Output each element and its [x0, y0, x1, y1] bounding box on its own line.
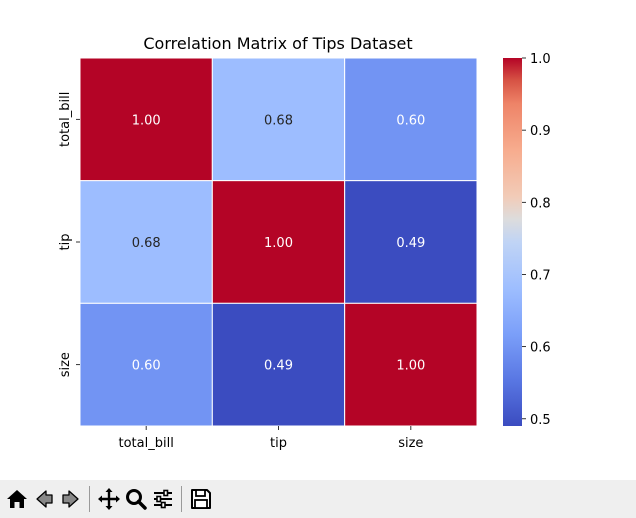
heatmap-cell [211, 302, 346, 427]
x-tick-label: size [398, 436, 423, 451]
cell-value-label: 0.68 [264, 113, 293, 128]
pan-icon [97, 488, 120, 510]
colorbar: 0.5 0.6 0.7 0.8 0.9 1.0 [503, 52, 551, 428]
heatmap-cell [79, 57, 213, 182]
forward-button[interactable] [57, 484, 84, 514]
home-icon [6, 490, 27, 508]
heatmap-cell [344, 180, 478, 304]
cell-value-label: 1.00 [396, 359, 425, 374]
home-button[interactable] [3, 484, 30, 514]
cell-value-label: 0.49 [396, 236, 425, 251]
heatmap-cell [344, 57, 478, 182]
figure-canvas: Correlation Matrix of Tips Dataset 1.00 0… [58, 34, 551, 451]
heatmap-cell [211, 180, 346, 304]
save-button[interactable] [187, 484, 214, 514]
y-tick-label: tip [58, 234, 73, 251]
back-icon [35, 490, 53, 508]
navigation-toolbar [0, 480, 636, 518]
zoom-button[interactable] [122, 484, 149, 514]
colorbar-tick-label: 1.0 [530, 52, 551, 67]
cell-value-label: 1.00 [132, 113, 161, 128]
colorbar-tick-label: 0.7 [530, 268, 551, 283]
cell-value-label: 0.60 [132, 359, 161, 374]
toolbar-separator [89, 486, 90, 512]
heatmap-cell [79, 180, 213, 304]
colorbar-gradient [503, 58, 522, 426]
x-tick-label: tip [270, 436, 287, 451]
pan-button[interactable] [95, 484, 122, 514]
cell-value-label: 1.00 [264, 236, 293, 251]
zoom-icon [125, 489, 147, 510]
save-icon [190, 489, 211, 509]
chart-title: Correlation Matrix of Tips Dataset [143, 34, 412, 53]
colorbar-tick-label: 0.9 [530, 124, 551, 139]
cell-value-label: 0.68 [132, 236, 161, 251]
cell-value-label: 0.49 [264, 359, 293, 374]
cell-value-label: 0.60 [396, 113, 425, 128]
x-axis-ticks: total_bill tip size [119, 426, 423, 451]
forward-icon [61, 490, 79, 508]
toolbar-separator [181, 486, 182, 512]
configure-icon [153, 489, 172, 509]
y-tick-label: total_bill [58, 92, 73, 147]
x-tick-label: total_bill [119, 436, 174, 451]
colorbar-tick-label: 0.5 [530, 413, 551, 428]
heatmap-cell [211, 57, 346, 182]
configure-subplots-button[interactable] [149, 484, 176, 514]
y-tick-label: size [58, 352, 73, 377]
back-button[interactable] [30, 484, 57, 514]
colorbar-tick-label: 0.6 [530, 341, 551, 356]
heatmap-plot: 1.00 0.68 0.60 0.68 1.00 0.49 0.60 0.49 1.00 [79, 57, 478, 427]
colorbar-tick-label: 0.8 [530, 196, 551, 211]
